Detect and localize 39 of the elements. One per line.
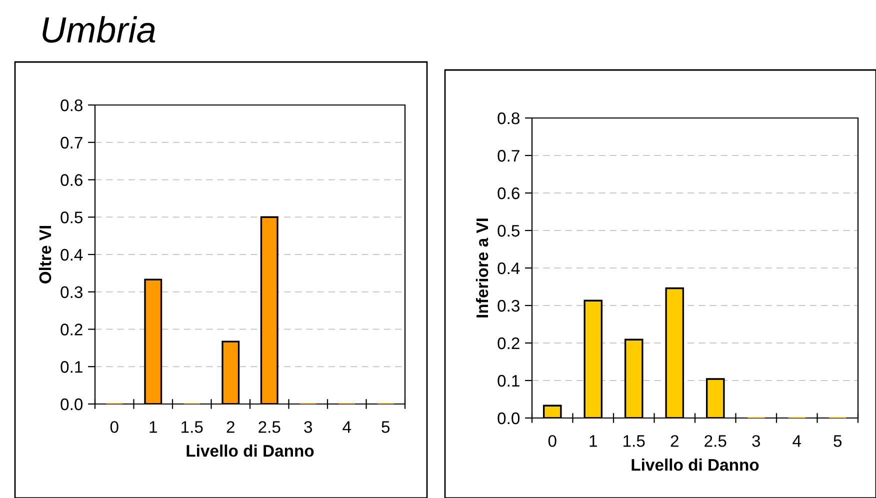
x-tick-label: 5 <box>382 421 390 433</box>
x-tick-label: 4 <box>792 435 802 447</box>
y-tick-label: 0.2 <box>60 324 82 336</box>
chart-title: Umbria <box>42 16 156 43</box>
y-tick-label: 0.0 <box>498 412 520 424</box>
x-tick-label: 4 <box>342 421 352 433</box>
x-tick-label: 1.5 <box>624 435 645 447</box>
y-axis-title: Inferiore a VI <box>476 218 488 318</box>
y-tick-label: 0.7 <box>60 136 82 149</box>
x-tick-label: 1 <box>150 421 157 433</box>
x-tick-label: 2 <box>226 421 234 433</box>
x-tick-label: 3 <box>304 421 312 433</box>
y-tick-label: 0.5 <box>60 212 82 224</box>
x-tick-label: 2.5 <box>704 435 726 447</box>
x-tick-label: 3 <box>752 435 760 447</box>
y-tick-label: 0.4 <box>498 262 520 274</box>
x-axis-title: Livello di Danno <box>632 458 759 471</box>
y-tick-label: 0.5 <box>498 224 520 237</box>
x-tick-label: 1.5 <box>182 421 203 433</box>
y-tick-label: 0.8 <box>60 99 82 112</box>
y-tick-label: 0.4 <box>60 248 83 261</box>
y-tick-label: 0.3 <box>498 300 520 312</box>
x-tick-label: 0 <box>548 435 556 447</box>
y-tick-label: 0.6 <box>498 187 520 200</box>
y-tick-label: 0.8 <box>498 112 520 124</box>
y-tick-label: 0.6 <box>60 174 82 186</box>
x-axis-title: Livello di Danno <box>186 444 314 457</box>
x-tick-label: 1 <box>590 435 597 447</box>
y-tick-label: 0.1 <box>498 374 520 387</box>
x-tick-label: 2.5 <box>258 421 280 433</box>
x-tick-label: 0 <box>110 421 118 433</box>
y-axis-title: Oltre VI <box>38 226 52 284</box>
y-tick-label: 0.0 <box>60 398 83 410</box>
y-tick-label: 0.3 <box>60 286 82 298</box>
y-tick-label: 0.2 <box>498 337 520 350</box>
x-tick-label: 2 <box>670 435 678 447</box>
x-tick-label: 5 <box>834 435 842 447</box>
y-tick-label: 0.1 <box>60 361 82 373</box>
y-tick-label: 0.7 <box>498 150 520 162</box>
